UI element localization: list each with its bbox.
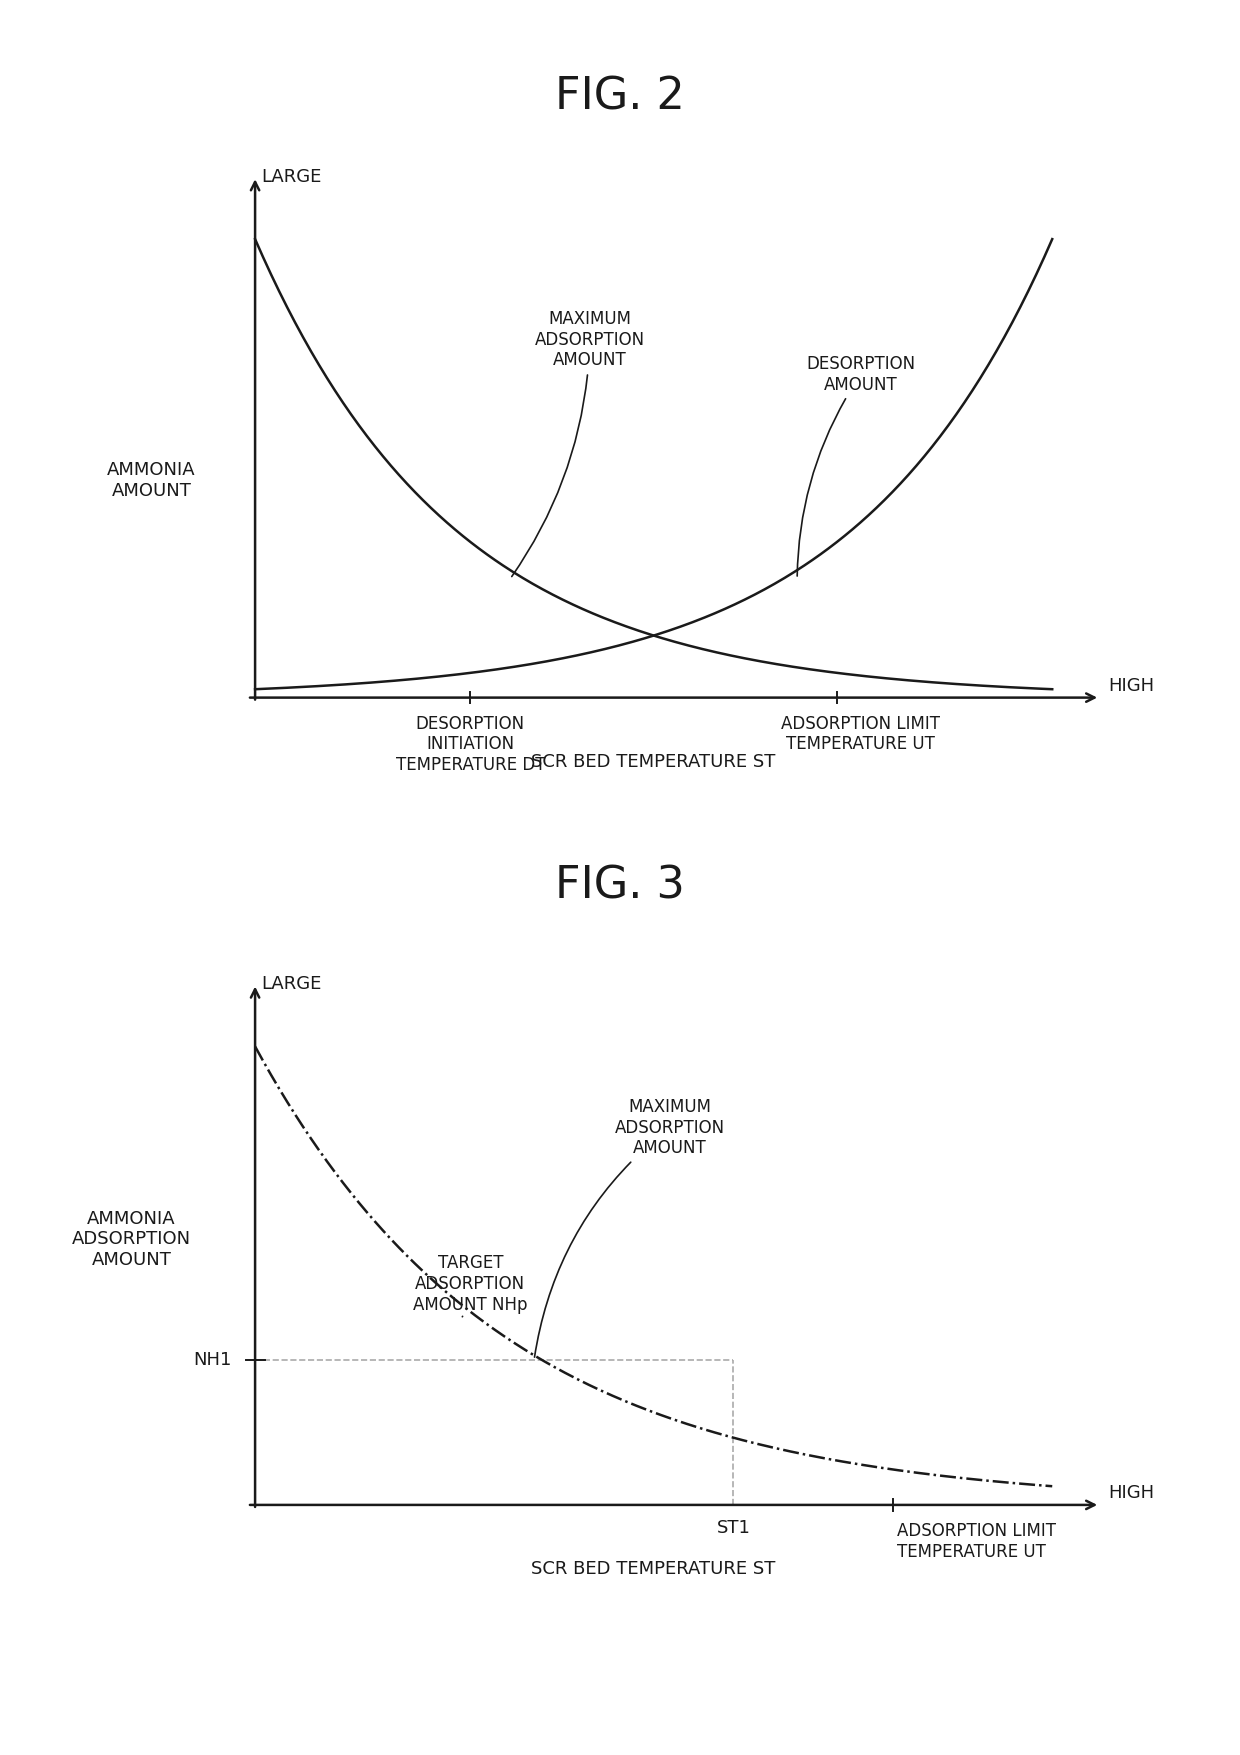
Text: FIG. 2: FIG. 2 bbox=[556, 75, 684, 118]
Text: HIGH: HIGH bbox=[1109, 1483, 1154, 1502]
Text: LARGE: LARGE bbox=[262, 168, 322, 186]
Text: HIGH: HIGH bbox=[1109, 676, 1154, 695]
Text: AMMONIA
ADSORPTION
AMOUNT: AMMONIA ADSORPTION AMOUNT bbox=[72, 1209, 191, 1269]
Text: SCR BED TEMPERATURE ST: SCR BED TEMPERATURE ST bbox=[532, 753, 776, 770]
Text: DESORPTION
AMOUNT: DESORPTION AMOUNT bbox=[797, 355, 915, 576]
Text: MAXIMUM
ADSORPTION
AMOUNT: MAXIMUM ADSORPTION AMOUNT bbox=[512, 311, 645, 577]
Text: ADSORPTION LIMIT
TEMPERATURE UT: ADSORPTION LIMIT TEMPERATURE UT bbox=[781, 714, 940, 753]
Text: MAXIMUM
ADSORPTION
AMOUNT: MAXIMUM ADSORPTION AMOUNT bbox=[534, 1099, 724, 1357]
Text: NH1: NH1 bbox=[192, 1351, 231, 1369]
Text: AMMONIA
AMOUNT: AMMONIA AMOUNT bbox=[107, 462, 196, 500]
Text: LARGE: LARGE bbox=[262, 976, 322, 993]
Text: DESORPTION
INITIATION
TEMPERATURE DT: DESORPTION INITIATION TEMPERATURE DT bbox=[396, 714, 546, 774]
Text: ADSORPTION LIMIT
TEMPERATURE UT: ADSORPTION LIMIT TEMPERATURE UT bbox=[897, 1522, 1055, 1560]
Text: ST1: ST1 bbox=[717, 1520, 750, 1537]
Text: SCR BED TEMPERATURE ST: SCR BED TEMPERATURE ST bbox=[532, 1560, 776, 1578]
Text: FIG. 3: FIG. 3 bbox=[556, 865, 684, 907]
Text: TARGET
ADSORPTION
AMOUNT NHp: TARGET ADSORPTION AMOUNT NHp bbox=[413, 1253, 527, 1316]
